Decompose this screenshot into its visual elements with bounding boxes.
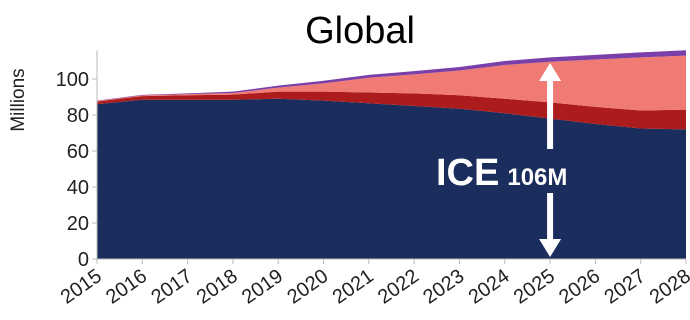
- annotation-main-text: ICE: [436, 152, 499, 194]
- annotation-layer: ICE 106M: [430, 63, 580, 257]
- x-tick-label: 2027: [600, 265, 649, 309]
- y-tick-label: 60: [67, 141, 89, 163]
- x-tick-label: 2016: [102, 265, 151, 309]
- x-tick-label: 2028: [646, 265, 690, 309]
- x-tick-label: 2026: [555, 265, 604, 309]
- x-tick-label: 2015: [57, 265, 106, 309]
- x-tick-label: 2025: [510, 265, 559, 309]
- area-series-1: [97, 98, 686, 259]
- y-tick-label: 20: [67, 213, 89, 235]
- x-tick-label: 2019: [238, 265, 287, 309]
- annotation-arrow-head-up: [539, 63, 562, 81]
- y-axis-title: Millions: [8, 68, 29, 131]
- annotation-arrow-head-down: [539, 239, 562, 257]
- x-tick-label: 2024: [465, 265, 514, 309]
- annotation-background: [430, 149, 580, 193]
- y-tick-label: 40: [67, 177, 89, 199]
- annotation-sub-text: 106M: [507, 164, 567, 191]
- x-tick-label: 2022: [374, 265, 423, 309]
- area-series-3: [97, 55, 686, 111]
- y-tick-label: 100: [56, 69, 89, 91]
- areas-layer: [97, 50, 686, 259]
- chart-title: Global: [305, 10, 415, 52]
- x-tick-label: 2021: [329, 265, 378, 309]
- annotation-label: ICE 106M: [436, 152, 567, 194]
- x-tick-label: 2023: [419, 265, 468, 309]
- y-tick-label: 80: [67, 105, 89, 127]
- x-tick-label: 2020: [283, 265, 332, 309]
- area-series-4: [97, 50, 686, 101]
- x-tick-label: 2017: [147, 265, 196, 309]
- y-tick-label: 0: [78, 249, 89, 271]
- x-tick-label: 2018: [193, 265, 242, 309]
- area-series-2: [97, 91, 686, 130]
